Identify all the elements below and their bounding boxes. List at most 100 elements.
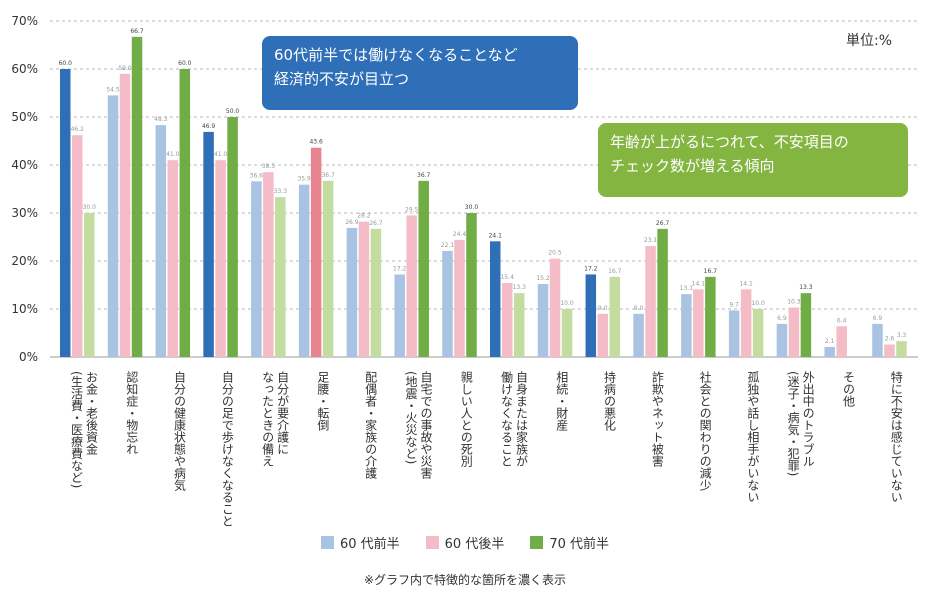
x-category-label: 自分の足で歩けなくなること [220, 371, 234, 527]
y-tick-label: 40% [11, 158, 38, 172]
bar-60s-late [72, 135, 83, 357]
data-label: 24.1 [489, 232, 503, 239]
data-label: 9.0 [634, 305, 644, 312]
x-category-label: 認知症・物忘れ [125, 370, 139, 455]
x-category-label: 足腰・転倒 [316, 371, 330, 432]
bar-60s-late [119, 73, 131, 358]
bar-60s-early [394, 274, 405, 357]
legend-item-60s-early: 60 代前半 [320, 533, 400, 552]
data-label: 50.0 [226, 108, 240, 115]
data-label: 35.9 [297, 176, 311, 183]
data-label: 10.3 [787, 299, 801, 306]
x-category-label: 配偶者・家族の介護 [364, 371, 378, 480]
data-label: 28.2 [357, 213, 371, 220]
x-category-label: 自分の健康状態や病気 [173, 371, 187, 492]
bar-70s-early [800, 293, 812, 357]
legend-label: 60 代前半 [339, 537, 400, 552]
x-category-label: 自身または家族が [515, 371, 529, 467]
bar-60s-late [167, 160, 179, 357]
x-category-label: その他 [841, 371, 855, 407]
data-label: 36.7 [417, 172, 431, 179]
data-label: 41.0 [166, 151, 180, 158]
data-label: 46.9 [202, 123, 216, 130]
data-label: 46.2 [71, 126, 85, 133]
x-category-label: 自分が要介護に [276, 371, 290, 455]
y-tick-label: 30% [11, 206, 38, 220]
bar-60s-early [776, 323, 788, 357]
data-label: 6.9 [873, 315, 883, 322]
data-label: 66.7 [130, 28, 144, 35]
bar-60s-late [358, 221, 370, 357]
data-label: 29.5 [405, 206, 419, 213]
x-category-label: なったときの備え [261, 371, 275, 467]
data-label: 2.1 [825, 338, 835, 345]
data-label: 20.5 [548, 250, 562, 257]
x-category-label: 親しい人との死別 [459, 371, 473, 468]
bar-70s-early [370, 228, 382, 357]
data-label: 24.4 [453, 231, 467, 238]
x-category-label: (生活費・医療費など) [70, 371, 84, 488]
x-category-label: お金・老後資金 [85, 371, 99, 455]
data-label: 22.1 [441, 242, 455, 249]
data-label: 10.0 [560, 300, 574, 307]
bar-60s-late [215, 160, 226, 357]
bar-70s-early [609, 276, 621, 357]
bar-70s-early [896, 341, 907, 357]
bar-60s-early [60, 69, 71, 357]
data-label: 9.0 [598, 305, 608, 312]
bar-60s-late [502, 283, 513, 357]
bar-70s-early [705, 276, 716, 357]
legend-item-70s-early: 70 代前半 [530, 533, 609, 552]
bar-60s-early [537, 284, 549, 357]
callout-age-trend: 年齢が上がるにつれて、不安項目の チェック数が増える傾向 [598, 123, 908, 197]
data-label: 60.0 [59, 60, 73, 67]
bar-60s-late [406, 215, 417, 357]
data-label: 36.6 [250, 172, 264, 179]
x-category-label: 持病の悪化 [603, 370, 617, 432]
data-label: 15.2 [536, 275, 550, 282]
bar-60s-late [597, 313, 609, 357]
data-label: 15.4 [501, 274, 515, 281]
data-label: 17.2 [584, 265, 598, 272]
bar-60s-early [107, 95, 119, 358]
bar-70s-early [322, 180, 334, 357]
y-tick-label: 70% [11, 14, 38, 28]
bar-60s-late [740, 289, 752, 357]
x-category-label: 相続・財産 [555, 371, 569, 432]
y-tick-label: 20% [11, 254, 38, 268]
bar-60s-late [549, 258, 561, 357]
data-label: 36.7 [321, 172, 335, 179]
data-label: 14.1 [692, 280, 706, 287]
data-label: 10.0 [751, 300, 765, 307]
data-label: 30.0 [465, 204, 479, 211]
data-label: 26.7 [656, 220, 670, 227]
bar-60s-early [251, 181, 262, 357]
bar-70s-early [84, 213, 95, 357]
y-tick-label: 10% [11, 302, 38, 316]
bar-70s-early [275, 197, 286, 357]
data-label: 59.0 [118, 65, 132, 72]
data-label: 38.5 [262, 163, 276, 170]
bar-70s-early [514, 293, 525, 357]
bar-70s-early [466, 213, 477, 357]
bar-60s-late [263, 172, 274, 357]
bar-60s-late [645, 246, 656, 357]
bar-60s-early [442, 250, 453, 357]
x-category-label: (地震・火災など) [404, 371, 418, 464]
y-tick-label: 0% [19, 350, 38, 364]
bar-60s-early [346, 227, 358, 357]
y-tick-label: 60% [11, 62, 38, 76]
data-label: 23.1 [644, 237, 658, 244]
data-label: 13.3 [799, 284, 813, 291]
x-category-label: 外出中のトラブル [801, 371, 815, 467]
data-label: 17.2 [393, 265, 407, 272]
bar-70s-early [752, 309, 764, 357]
data-label: 16.7 [704, 268, 718, 275]
x-category-label: 働けなくなること [500, 371, 514, 467]
callout-line: チェック数が増える傾向 [610, 157, 775, 175]
bar-60s-early [681, 294, 692, 357]
bar-60s-early [872, 323, 883, 357]
data-label: 13.3 [513, 284, 527, 291]
legend-swatch [425, 536, 439, 549]
